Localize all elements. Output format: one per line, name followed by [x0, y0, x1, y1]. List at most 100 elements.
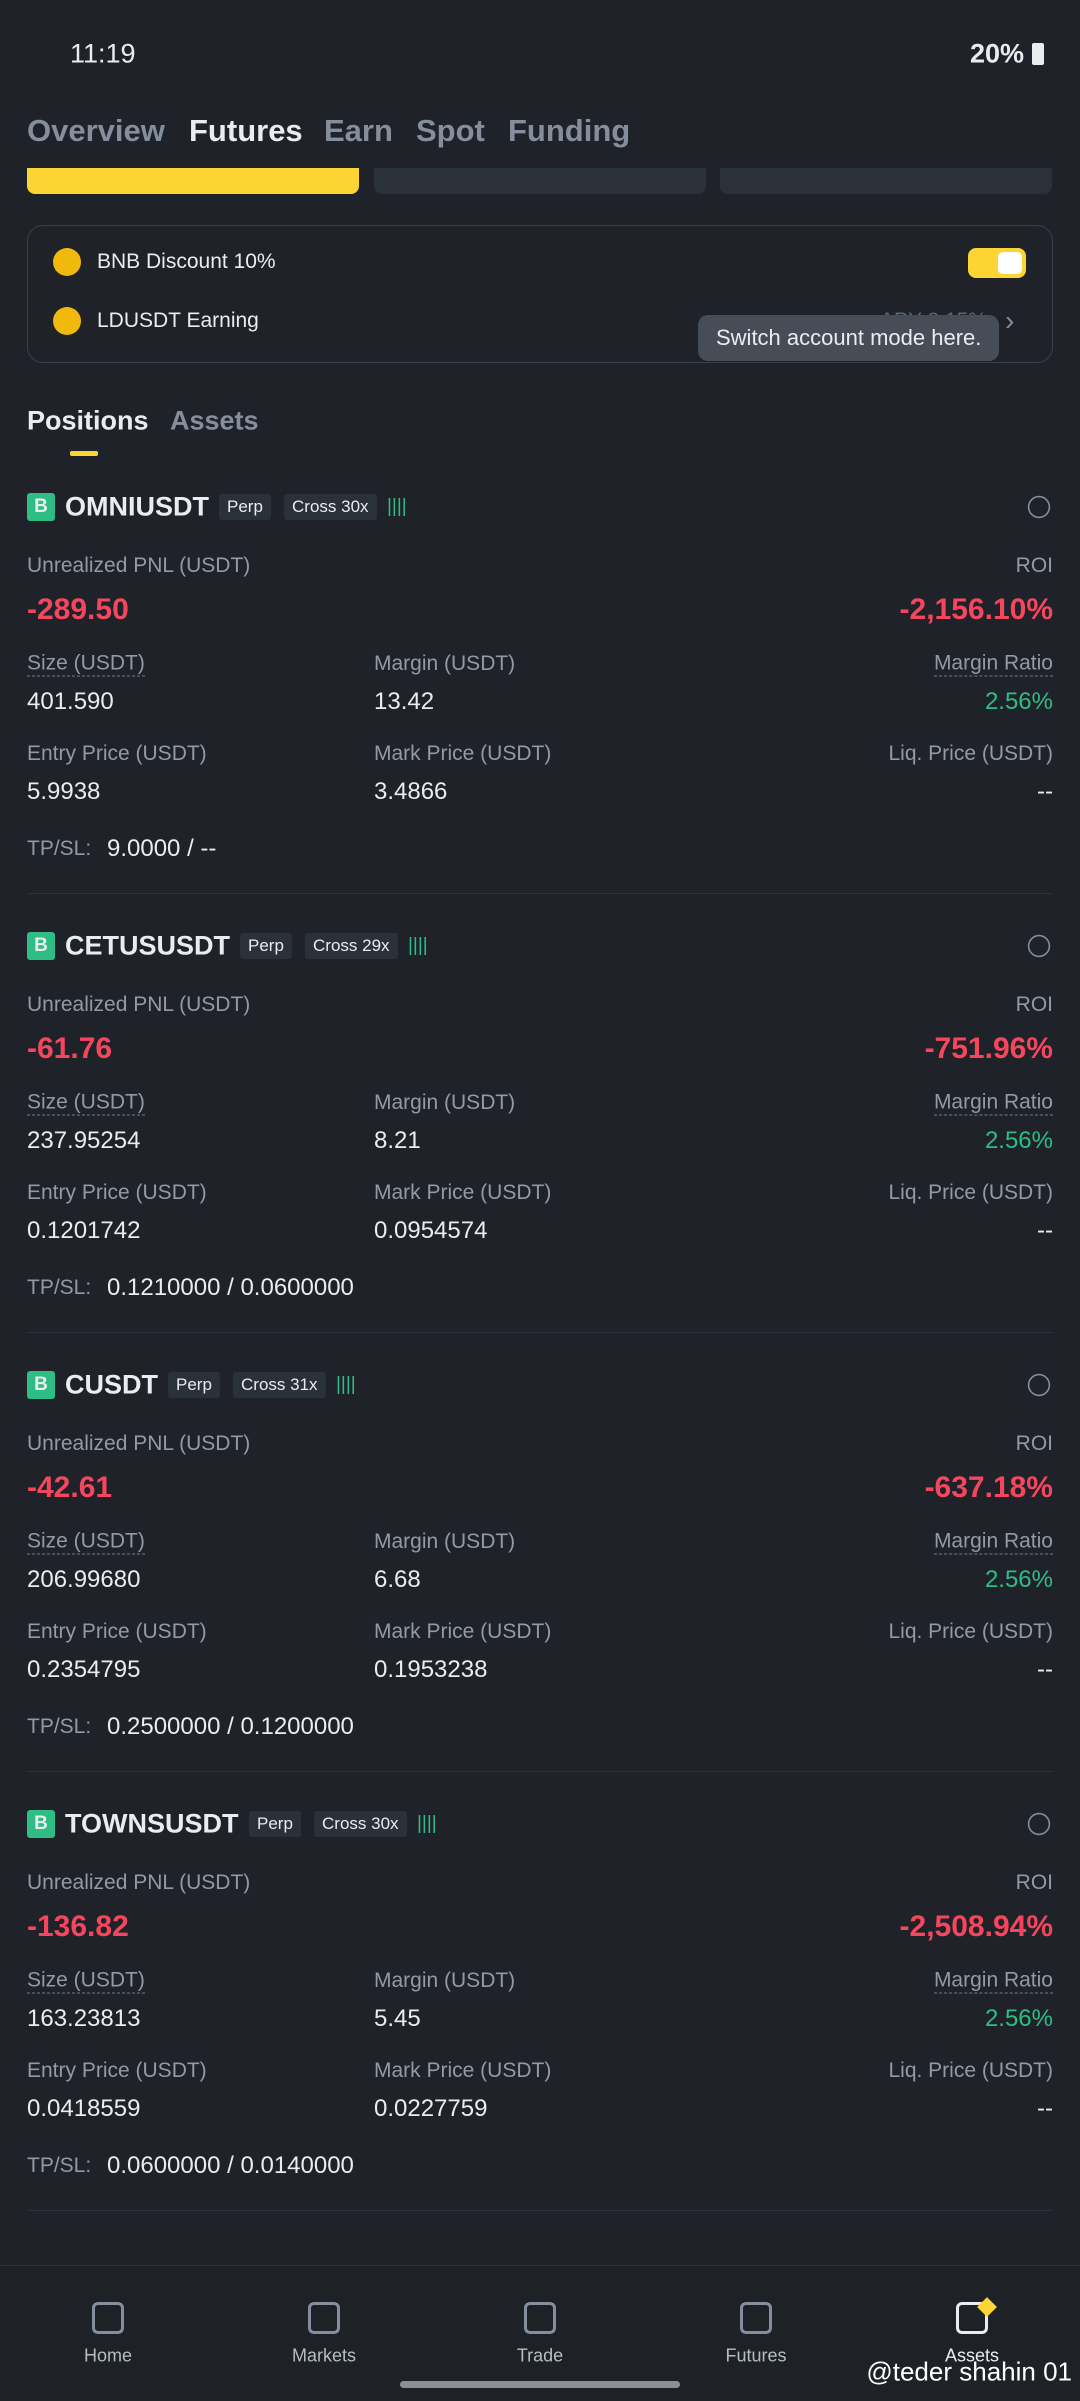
- roi-label: ROI: [1015, 1432, 1053, 1455]
- symbol: TOWNSUSDT: [65, 1808, 239, 1839]
- size-label: Size (USDT): [27, 1090, 145, 1116]
- nav-icon[interactable]: [524, 2302, 556, 2334]
- divider: [27, 2210, 1053, 2211]
- side-badge: B: [27, 1810, 55, 1838]
- roi-value: -2,508.94%: [899, 1910, 1053, 1943]
- tag: Perp: [249, 1811, 301, 1837]
- header: [0, 0, 1080, 168]
- nav-label[interactable]: Futures: [725, 2345, 787, 2366]
- entry-label: Entry Price (USDT): [27, 1620, 207, 1643]
- entry-value: 0.0418559: [27, 2095, 141, 2122]
- top-tab[interactable]: Funding: [508, 113, 631, 148]
- margin-ratio-label: Margin Ratio: [933, 651, 1053, 677]
- signal: ||||: [387, 496, 407, 517]
- tpsl-value: 0.1210000 / 0.0600000: [107, 1274, 354, 1301]
- mark-label: Mark Price (USDT): [374, 742, 552, 765]
- nav-label[interactable]: Trade: [516, 2345, 564, 2366]
- clock: 11:19: [70, 38, 136, 69]
- entry-label: Entry Price (USDT): [27, 742, 207, 765]
- tpsl-label: TP/SL:: [27, 1276, 92, 1299]
- nav-icon[interactable]: [740, 2302, 772, 2334]
- home-indicator: [400, 2381, 680, 2388]
- sub-tab[interactable]: Positions: [27, 405, 149, 436]
- watermark: @teder shahin 01: [866, 2356, 1072, 2387]
- side-badge: B: [27, 493, 55, 521]
- battery-icon: [1032, 43, 1044, 65]
- pnl-label: Unrealized PNL (USDT): [27, 993, 251, 1016]
- margin-label: Margin (USDT): [374, 1969, 516, 1992]
- roi-label: ROI: [1015, 993, 1053, 1016]
- entry-value: 0.2354795: [27, 1656, 141, 1683]
- pnl-label: Unrealized PNL (USDT): [27, 1432, 251, 1455]
- nav-label[interactable]: Markets: [291, 2345, 357, 2366]
- share-icon[interactable]: [1027, 1373, 1051, 1397]
- liq-value: --: [1037, 2095, 1053, 2122]
- nav-icon[interactable]: [956, 2302, 988, 2334]
- sub-tab[interactable]: Assets: [170, 405, 259, 436]
- options-box: [27, 225, 1053, 363]
- margin-ratio-value: 2.56%: [984, 1566, 1053, 1593]
- divider: [27, 893, 1053, 894]
- liq-value: --: [1037, 1656, 1053, 1683]
- margin-label: Margin (USDT): [374, 652, 516, 675]
- mark-label: Mark Price (USDT): [374, 1181, 552, 1204]
- nav-icon[interactable]: [92, 2302, 124, 2334]
- margin-value: 6.68: [374, 1566, 421, 1593]
- mark-value: 3.4866: [374, 778, 448, 805]
- mark-value: 0.0227759: [374, 2095, 488, 2122]
- tag: Cross 30x: [284, 494, 377, 520]
- signal: ||||: [408, 935, 428, 956]
- liq-label: Liq. Price (USDT): [888, 2059, 1053, 2082]
- size-label: Size (USDT): [27, 1968, 145, 1994]
- mark-label: Mark Price (USDT): [374, 2059, 552, 2082]
- share-icon[interactable]: [1027, 495, 1051, 519]
- top-tab[interactable]: Earn: [324, 113, 393, 148]
- top-tab[interactable]: Futures: [189, 113, 303, 148]
- nav-icon[interactable]: [308, 2302, 340, 2334]
- size-value: 206.99680: [27, 1566, 141, 1593]
- share-icon[interactable]: [1027, 934, 1051, 958]
- roi-value: -637.18%: [924, 1471, 1053, 1504]
- margin-value: 8.21: [374, 1127, 421, 1154]
- margin-ratio-value: 2.56%: [984, 688, 1053, 715]
- option-label: BNB Discount 10%: [97, 250, 276, 273]
- divider: [27, 1771, 1053, 1772]
- pnl-label: Unrealized PNL (USDT): [27, 1871, 251, 1894]
- pnl-value: -136.82: [27, 1910, 129, 1943]
- tag: Perp: [240, 933, 292, 959]
- nav-label[interactable]: Home: [83, 2345, 133, 2366]
- coin-icon: [53, 248, 81, 276]
- margin-value: 13.42: [374, 688, 435, 715]
- mark-value: 0.0954574: [374, 1217, 488, 1244]
- signal: ||||: [336, 1374, 356, 1395]
- chevron: ›: [1005, 305, 1015, 336]
- pnl-value: -61.76: [27, 1032, 113, 1065]
- size-value: 163.23813: [27, 2005, 141, 2032]
- share-icon[interactable]: [1027, 1812, 1051, 1836]
- liq-label: Liq. Price (USDT): [888, 1620, 1053, 1643]
- battery: 20%: [969, 38, 1024, 69]
- tooltip: Switch account mode here.: [698, 315, 1000, 361]
- entry-value: 5.9938: [27, 778, 101, 805]
- tpsl-label: TP/SL:: [27, 2154, 92, 2177]
- toggle-knob: [998, 252, 1022, 274]
- margin-ratio-label: Margin Ratio: [933, 1529, 1053, 1555]
- margin-ratio-value: 2.56%: [984, 1127, 1053, 1154]
- tab-underline: [70, 451, 98, 456]
- margin-label: Margin (USDT): [374, 1530, 516, 1553]
- top-tab[interactable]: Overview: [27, 113, 165, 148]
- divider: [27, 1332, 1053, 1333]
- tag: Cross 31x: [233, 1372, 326, 1398]
- entry-label: Entry Price (USDT): [27, 2059, 207, 2082]
- roi-value: -2,156.10%: [899, 593, 1053, 626]
- liq-label: Liq. Price (USDT): [888, 1181, 1053, 1204]
- mark-value: 0.1953238: [374, 1656, 488, 1683]
- symbol: CUSDT: [65, 1369, 158, 1400]
- liq-value: --: [1037, 1217, 1053, 1244]
- nav-label[interactable]: Assets: [944, 2345, 1000, 2366]
- top-tab[interactable]: Spot: [416, 113, 485, 148]
- mark-label: Mark Price (USDT): [374, 1620, 552, 1643]
- option-label: LDUSDT Earning: [97, 309, 259, 332]
